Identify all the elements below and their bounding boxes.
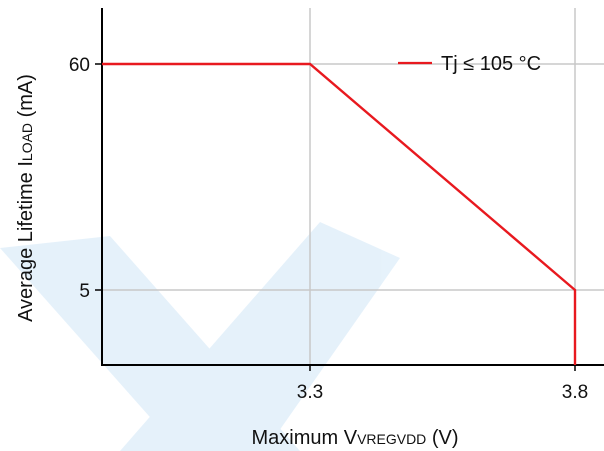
x-tick-label: 3.8: [562, 382, 588, 403]
series-layer: [102, 62, 577, 365]
watermark-stripe-left: [0, 236, 300, 451]
watermark-stripe-right: [120, 222, 400, 451]
legend: Tj ≤ 105 °C: [398, 53, 541, 75]
axes: [101, 8, 604, 366]
y-tick-label: 60: [69, 55, 90, 76]
x-tick-label: 3.3: [297, 382, 323, 403]
y-axis-title: Average Lifetime ILOAD (mA): [15, 74, 37, 322]
ticks: 3.3 3.8 5 60: [69, 55, 588, 403]
y-tick-label: 5: [79, 281, 90, 302]
watermark: [0, 222, 400, 451]
x-axis-title: Maximum VVREGVDD (V): [251, 427, 458, 449]
legend-label: Tj ≤ 105 °C: [441, 53, 541, 75]
series-line: [102, 62, 577, 365]
